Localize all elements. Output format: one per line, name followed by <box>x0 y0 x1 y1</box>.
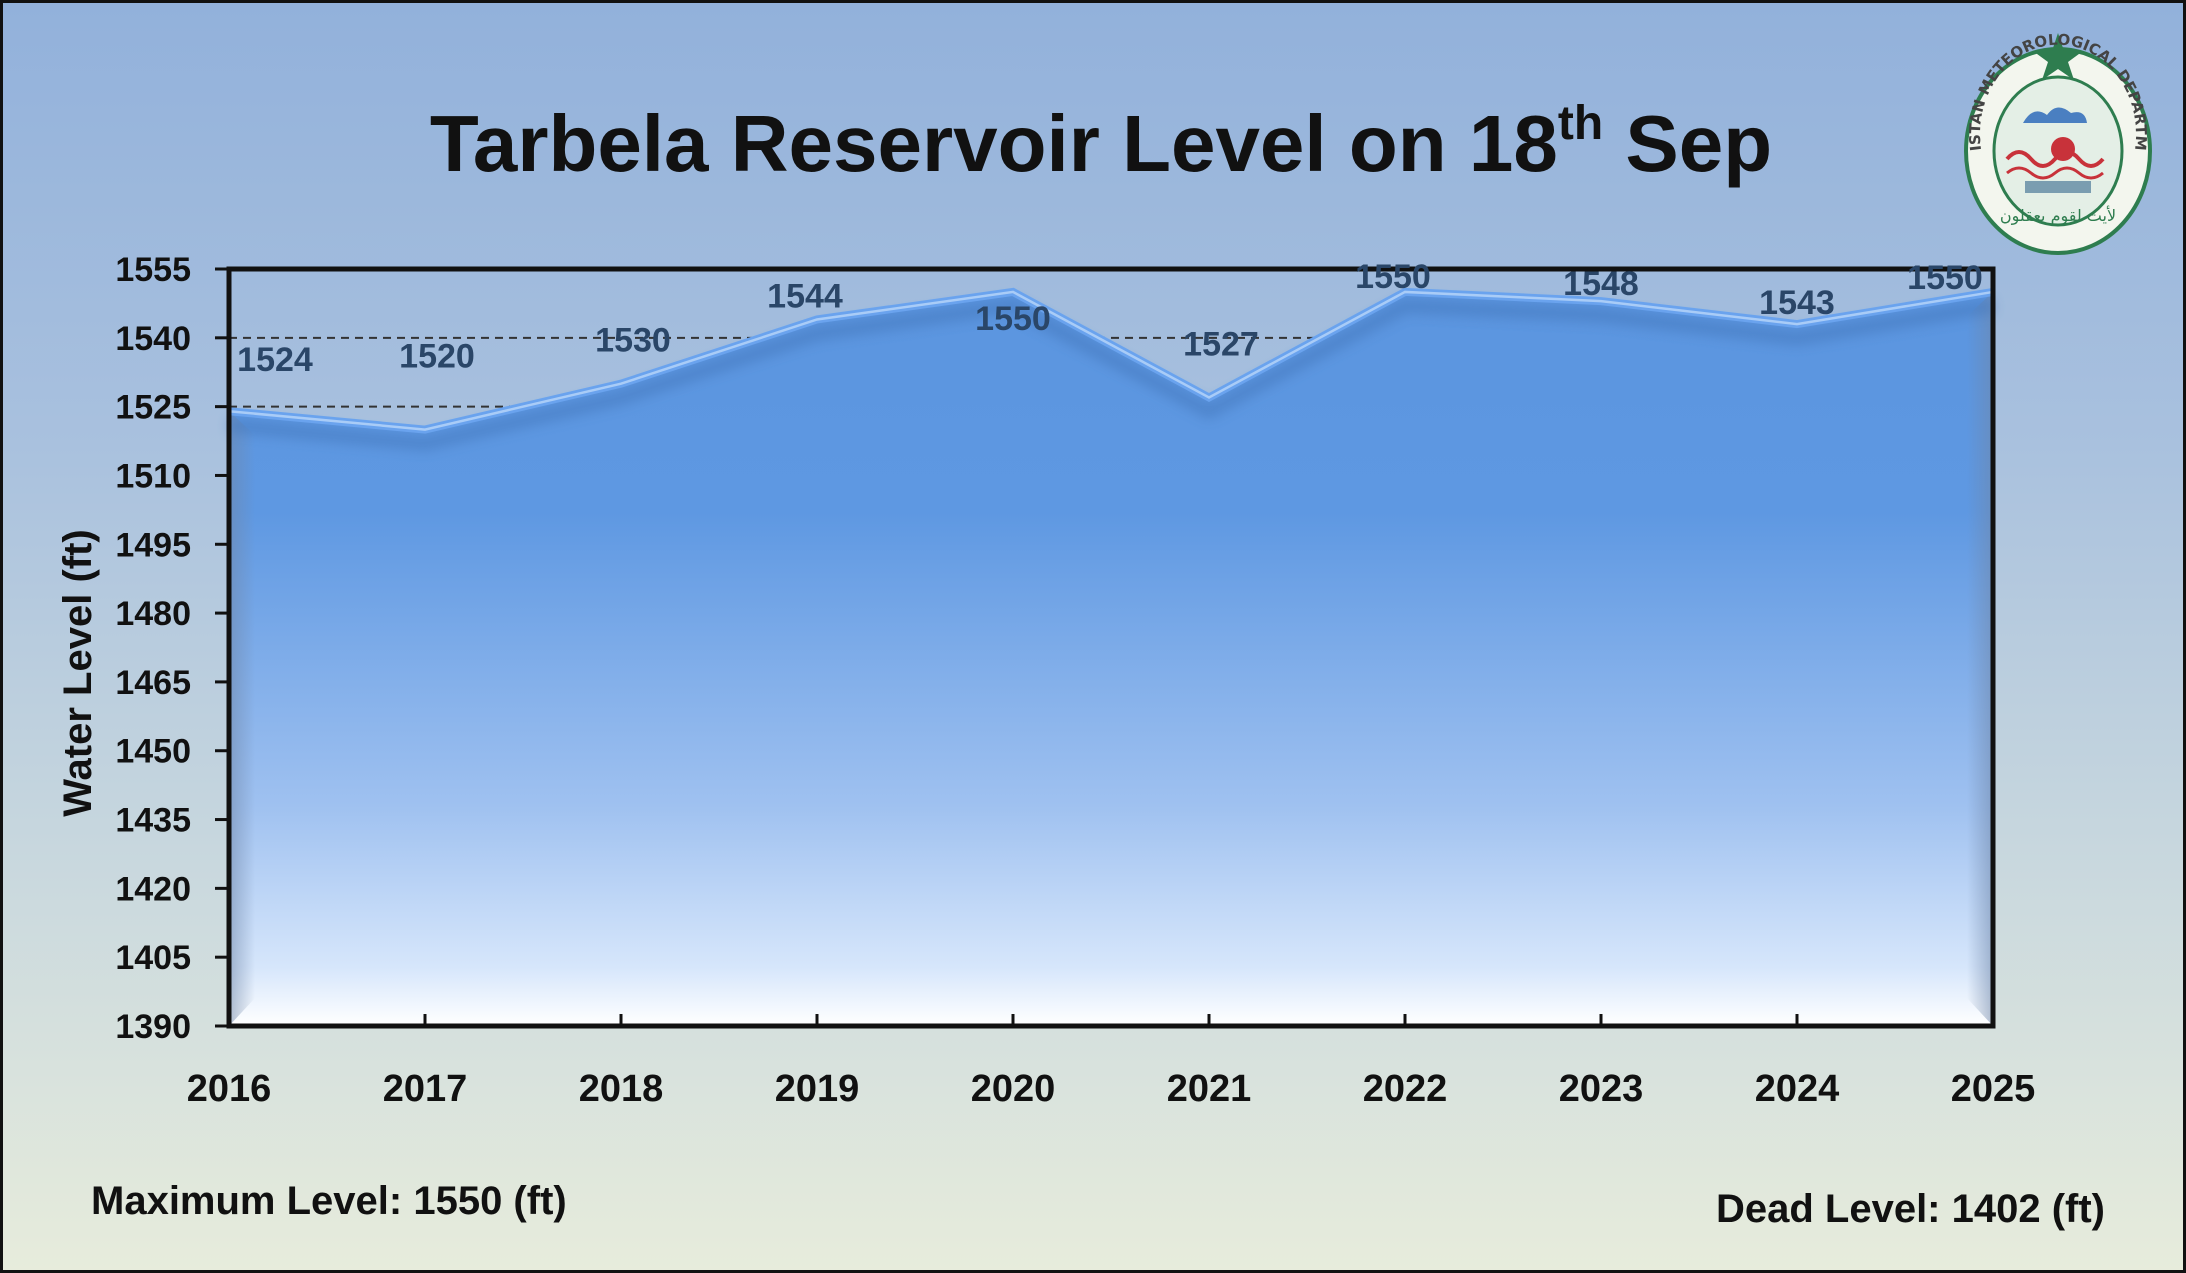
svg-text:لأيت لقوم يعقلون: لأيت لقوم يعقلون <box>2000 205 2116 226</box>
area-bevel-left <box>229 411 255 1026</box>
x-tick-label: 2018 <box>579 1068 664 1110</box>
data-label: 1520 <box>399 338 475 376</box>
area-fill <box>229 291 1993 1026</box>
y-tick-label: 1435 <box>115 802 191 840</box>
y-tick-label: 1465 <box>115 664 191 702</box>
area-series <box>226 266 1996 1029</box>
y-tick-label: 1495 <box>115 526 191 564</box>
area-bevel-right <box>1967 291 1993 1026</box>
x-tick-label: 2020 <box>971 1068 1056 1110</box>
y-tick-label: 1525 <box>115 389 191 427</box>
y-axis-ticks: 1555 1540 1525 1510 1495 1480 1465 1450 1435 1420… <box>115 251 229 1046</box>
area-edge-shadow <box>228 298 1995 451</box>
data-labels: 1524 1520 1530 1544 1550 1527 1550 1548 1543 1550 <box>237 258 1983 379</box>
y-tick-label: 1420 <box>115 870 191 908</box>
area-edge-highlight <box>228 290 1994 431</box>
y-tick-label: 1510 <box>115 457 191 495</box>
x-tick-label: 2016 <box>187 1068 272 1110</box>
y-tick-label: 1450 <box>115 733 191 771</box>
x-tick-label: 2022 <box>1363 1068 1448 1110</box>
x-axis-ticks: 2016 2017 2018 2019 2020 2021 2022 2023 2024 2025 <box>187 1014 2036 1110</box>
x-tick-label: 2023 <box>1559 1068 1644 1110</box>
plot-border <box>226 266 1996 1029</box>
x-tick-label: 2017 <box>383 1068 468 1110</box>
y-tick-label: 1540 <box>115 320 191 358</box>
x-tick-label: 2019 <box>775 1068 860 1110</box>
y-tick-label: 1555 <box>115 251 191 289</box>
data-label: 1550 <box>1355 258 1431 296</box>
x-tick-label: 2025 <box>1951 1068 2036 1110</box>
chart-title: Tarbela Reservoir Level on 18th Sep <box>430 97 1772 188</box>
data-label: 1524 <box>237 341 313 379</box>
data-label: 1527 <box>1183 325 1259 363</box>
reservoir-chart: Tarbela Reservoir Level on 18th Sep 1555… <box>56 97 2036 1110</box>
data-label: 1530 <box>595 322 671 360</box>
dead-level-note: Dead Level: 1402 (ft) <box>1715 1187 2105 1231</box>
data-label: 1543 <box>1759 284 1835 322</box>
data-label: 1550 <box>975 300 1051 338</box>
maximum-level-note: Maximum Level: 1550 (ft) <box>91 1179 567 1223</box>
data-label: 1544 <box>767 277 843 315</box>
x-tick-label: 2021 <box>1167 1068 1252 1110</box>
data-label: 1548 <box>1563 265 1639 303</box>
x-tick-label: 2024 <box>1755 1068 1840 1110</box>
data-label: 1550 <box>1907 259 1983 297</box>
y-axis-title: Water Level (ft) <box>56 529 100 816</box>
y-tick-label: 1405 <box>115 939 191 977</box>
y-tick-label: 1390 <box>115 1008 191 1046</box>
pmd-logo: لأيت لقوم يعقلون PAKISTAN METEOROLOGICAL… <box>1953 31 2152 255</box>
y-tick-label: 1480 <box>115 595 191 633</box>
